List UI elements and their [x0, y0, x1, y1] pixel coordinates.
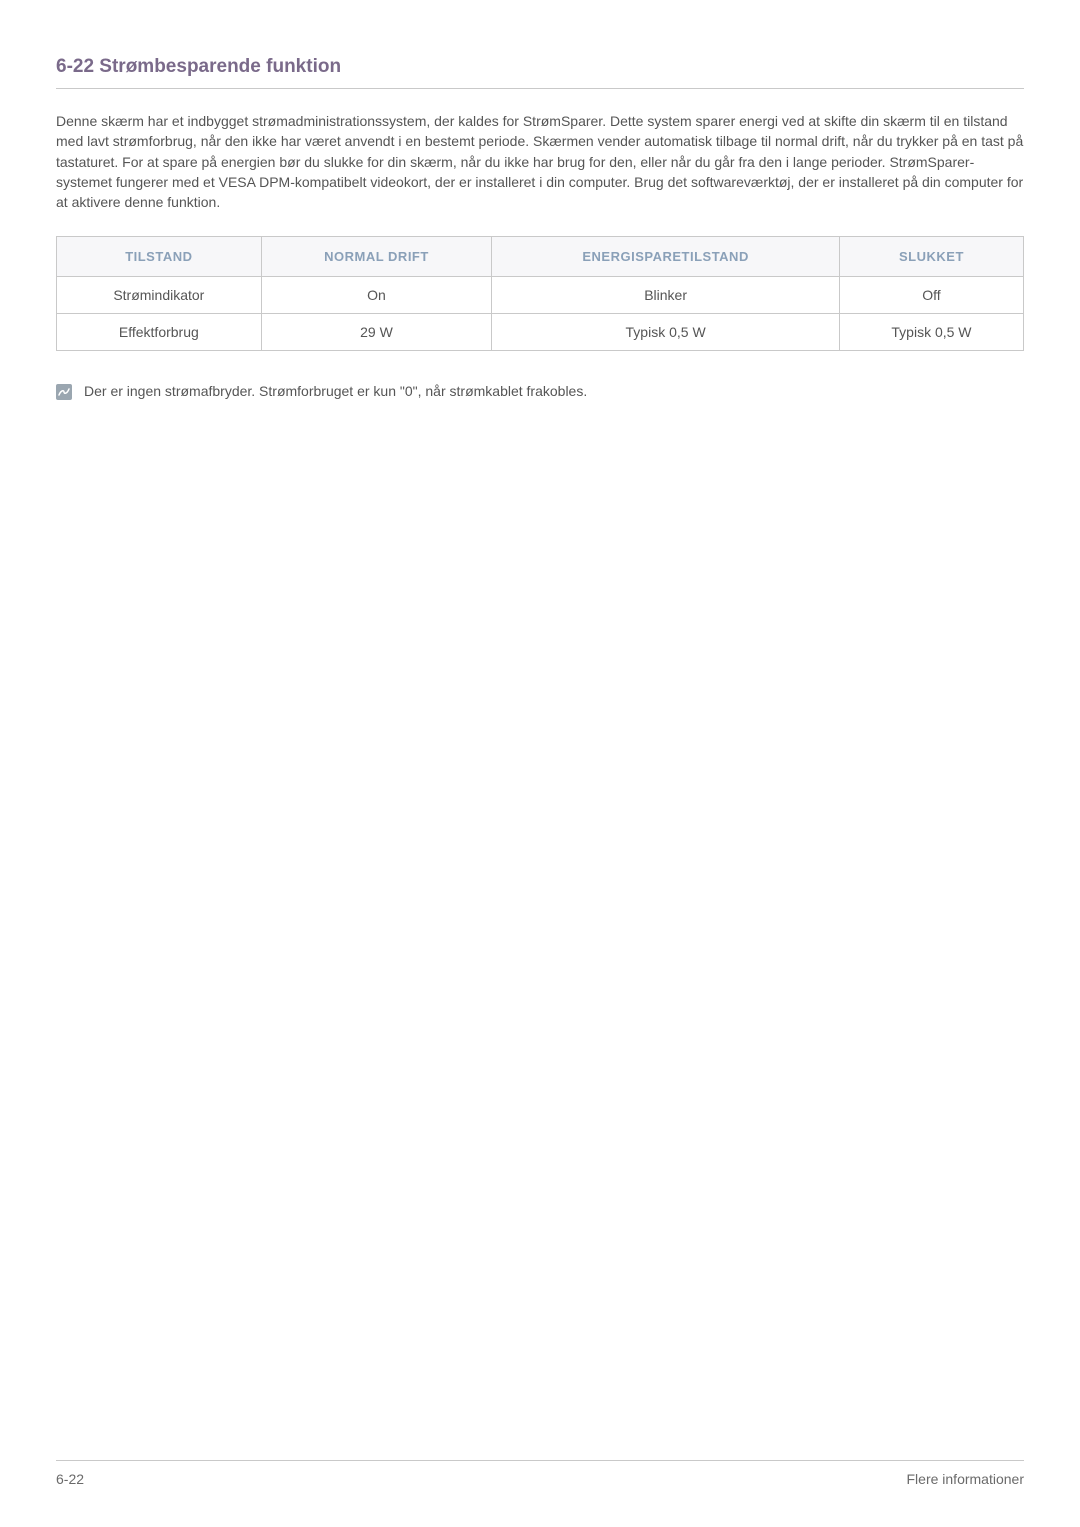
- cell: Blinker: [492, 277, 840, 314]
- table-row: Strømindikator On Blinker Off: [57, 277, 1024, 314]
- col-normal-drift: NORMAL DRIFT: [261, 237, 492, 277]
- footer-section-title: Flere informationer: [907, 1471, 1025, 1487]
- cell: On: [261, 277, 492, 314]
- cell: Strømindikator: [57, 277, 262, 314]
- cell: Typisk 0,5 W: [839, 314, 1023, 351]
- cell: Off: [839, 277, 1023, 314]
- col-energispare: ENERGISPARETILSTAND: [492, 237, 840, 277]
- note: Der er ingen strømafbryder. Strømforbrug…: [56, 383, 1024, 400]
- col-slukket: SLUKKET: [839, 237, 1023, 277]
- intro-paragraph: Denne skærm har et indbygget strømadmini…: [56, 111, 1024, 212]
- col-tilstand: TILSTAND: [57, 237, 262, 277]
- cell: 29 W: [261, 314, 492, 351]
- cell: Effektforbrug: [57, 314, 262, 351]
- table-row: Effektforbrug 29 W Typisk 0,5 W Typisk 0…: [57, 314, 1024, 351]
- page-footer: 6-22 Flere informationer: [56, 1460, 1024, 1487]
- table-header-row: TILSTAND NORMAL DRIFT ENERGISPARETILSTAN…: [57, 237, 1024, 277]
- cell: Typisk 0,5 W: [492, 314, 840, 351]
- power-table: TILSTAND NORMAL DRIFT ENERGISPARETILSTAN…: [56, 236, 1024, 351]
- section-heading: 6-22 Strømbesparende funktion: [56, 56, 1024, 89]
- note-text: Der er ingen strømafbryder. Strømforbrug…: [84, 383, 587, 399]
- note-icon: [56, 384, 72, 400]
- footer-page-number: 6-22: [56, 1471, 84, 1487]
